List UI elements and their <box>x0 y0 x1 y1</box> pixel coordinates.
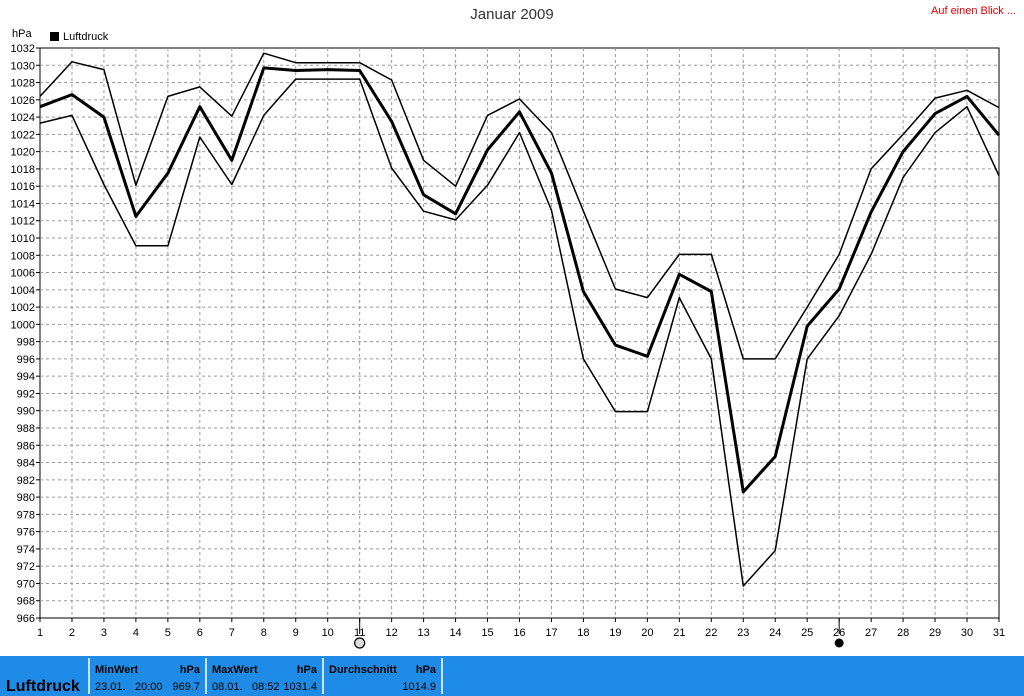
y-tick-label: 1004 <box>11 285 35 297</box>
y-tick-label: 976 <box>17 527 35 539</box>
max-box: MaxWert hPa 08.01. 08:52 1031.4 <box>205 658 321 694</box>
x-tick-label: 2 <box>69 627 75 639</box>
y-tick-label: 1016 <box>11 181 35 193</box>
x-tick-label: 3 <box>101 627 107 639</box>
y-tick-label: 972 <box>17 561 35 573</box>
y-tick-label: 990 <box>17 406 35 418</box>
x-tick-label: 7 <box>229 627 235 639</box>
x-tick-label: 25 <box>801 627 813 639</box>
x-tick-label: 14 <box>449 627 461 639</box>
average-header: Durchschnitt <box>329 664 397 676</box>
x-tick-label: 13 <box>417 627 429 639</box>
chart-grid <box>39 47 1000 619</box>
y-tick-label: 1020 <box>11 147 35 159</box>
y-tick-label: 1002 <box>11 302 35 314</box>
y-tick-label: 1030 <box>11 60 35 72</box>
max-value: 1031.4 <box>283 681 317 693</box>
y-tick-label: 1008 <box>11 250 35 262</box>
x-tick-label: 30 <box>961 627 973 639</box>
y-tick-label: 1024 <box>11 112 35 124</box>
y-tick-label: 974 <box>17 544 35 556</box>
y-tick-label: 968 <box>17 596 35 608</box>
y-tick-label: 1012 <box>11 216 35 228</box>
x-tick-label: 12 <box>386 627 398 639</box>
series-min-line <box>39 78 1000 587</box>
x-tick-label: 9 <box>293 627 299 639</box>
x-tick-label: 8 <box>261 627 267 639</box>
x-tick-label: 18 <box>577 627 589 639</box>
chart-title: Januar 2009 <box>470 6 554 23</box>
y-tick-label: 984 <box>17 458 35 470</box>
overview-link[interactable]: Auf einen Blick ... <box>931 5 1016 17</box>
x-tick-label: 28 <box>897 627 909 639</box>
average-value: 1014.9 <box>402 681 436 693</box>
chart-series <box>39 52 1001 587</box>
legend: Luftdruck <box>50 31 108 43</box>
y-tick-label: 1026 <box>11 95 35 107</box>
min-time: 20:00 <box>135 681 163 693</box>
max-date: 08.01. <box>212 681 243 693</box>
y-tick-label: 992 <box>17 388 35 400</box>
moon-marker-filled <box>834 638 844 648</box>
chart-markers <box>354 618 844 649</box>
min-header: MinWert <box>95 664 139 676</box>
y-tick-label: 982 <box>17 475 35 487</box>
average-box: Durchschnitt hPa 1014.9 <box>322 658 440 694</box>
x-tick-label: 4 <box>133 627 139 639</box>
x-tick-label: 17 <box>545 627 557 639</box>
summary-bar: Luftdruck MinWert hPa 23.01. 20:00 969.7… <box>0 656 1024 696</box>
min-date: 23.01. <box>95 681 126 693</box>
max-time: 08:52 <box>252 681 280 693</box>
min-value: 969.7 <box>172 681 200 693</box>
x-tick-label: 16 <box>513 627 525 639</box>
y-tick-label: 1028 <box>11 78 35 90</box>
y-tick-label: 1006 <box>11 268 35 280</box>
pressure-chart: hPa 966968970972974976978980982984986988… <box>11 28 1005 649</box>
y-tick-label: 980 <box>17 492 35 504</box>
legend-swatch <box>50 32 59 41</box>
moon-marker-open <box>354 637 366 649</box>
x-tick-label: 1 <box>37 627 43 639</box>
y-tick-label: 1018 <box>11 164 35 176</box>
y-tick-label: 1032 <box>11 43 35 55</box>
x-tick-label: 20 <box>641 627 653 639</box>
y-tick-label: 966 <box>17 613 35 625</box>
y-tick-label: 1022 <box>11 129 35 141</box>
footer-divider <box>441 658 443 694</box>
x-tick-label: 19 <box>609 627 621 639</box>
series-mean-line <box>39 66 1001 494</box>
x-tick-label: 5 <box>165 627 171 639</box>
y-tick-label: 970 <box>17 578 35 590</box>
y-tick-label: 1010 <box>11 233 35 245</box>
x-tick-label: 21 <box>673 627 685 639</box>
y-tick-label: 1000 <box>11 319 35 331</box>
y-tick-label: 978 <box>17 509 35 521</box>
y-tick-label: 988 <box>17 423 35 435</box>
y-axis-ticks: 966 968 970 972 974 976 978 980 982 984 986 988 990 9… <box>11 43 40 625</box>
min-box: MinWert hPa 23.01. 20:00 969.7 <box>88 658 204 694</box>
x-tick-label: 27 <box>865 627 877 639</box>
x-tick-label: 23 <box>737 627 749 639</box>
y-tick-label: 994 <box>17 371 35 383</box>
x-tick-label: 29 <box>929 627 941 639</box>
y-tick-label: 996 <box>17 354 35 366</box>
x-tick-label: 24 <box>769 627 781 639</box>
series-max-line <box>39 52 1000 360</box>
min-unit: hPa <box>179 664 200 676</box>
y-axis-unit-label: hPa <box>12 28 32 40</box>
max-unit: hPa <box>296 664 317 676</box>
average-unit: hPa <box>415 664 436 676</box>
y-tick-label: 998 <box>17 337 35 349</box>
x-tick-label: 22 <box>705 627 717 639</box>
y-tick-label: 986 <box>17 440 35 452</box>
x-axis-ticks: 1 2 3 4 5 6 7 8 9 10 11 12 13 14 15 16 17 18 19 20 21 22 23 24 2… <box>37 618 1005 639</box>
legend-label: Luftdruck <box>63 31 109 43</box>
y-tick-label: 1014 <box>11 198 35 210</box>
max-header: MaxWert <box>212 664 258 676</box>
summary-label: Luftdruck <box>6 678 80 695</box>
x-tick-label: 10 <box>322 627 334 639</box>
x-tick-label: 6 <box>197 627 203 639</box>
x-tick-label: 31 <box>993 627 1005 639</box>
x-tick-label: 15 <box>481 627 493 639</box>
